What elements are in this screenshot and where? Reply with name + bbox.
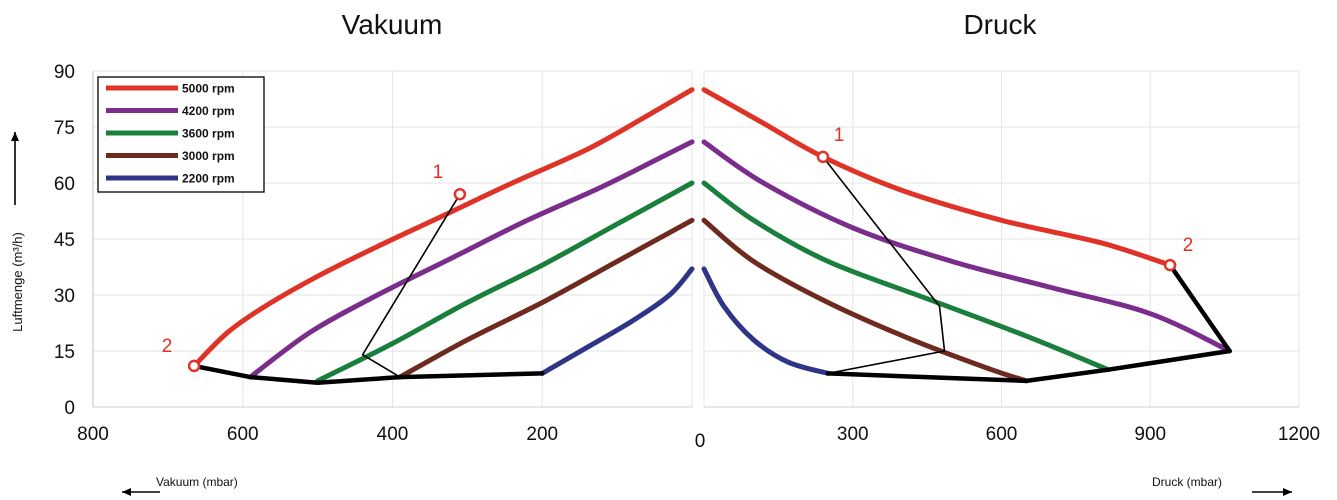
panel-title-left: Vakuum bbox=[342, 9, 443, 40]
point-markers: 1 2 1 2 bbox=[162, 125, 1194, 373]
envelope-line bbox=[825, 262, 1232, 384]
operating-point-marker bbox=[1163, 258, 1177, 272]
x-axis-arrow-left-head bbox=[122, 488, 131, 496]
x-axis-arrow-right-head bbox=[1283, 488, 1292, 496]
marker-label: 1 bbox=[433, 162, 444, 183]
series-line-4200-rpm bbox=[247, 139, 695, 380]
y-tick-label: 0 bbox=[64, 398, 75, 419]
panel-title-right: Druck bbox=[963, 9, 1037, 40]
legend: 5000 rpm 4200 rpm 3600 rpm 3000 rpm 2200 rpm bbox=[97, 76, 265, 193]
legend-label: 2200 rpm bbox=[182, 172, 235, 186]
x-axis-label-left: Vakuum (mbar) bbox=[156, 475, 238, 489]
legend-label: 4200 rpm bbox=[182, 104, 235, 118]
marker-label: 2 bbox=[1183, 235, 1194, 256]
x-tick-label: 600 bbox=[986, 424, 1018, 445]
y-tick-label: 15 bbox=[54, 342, 75, 363]
series-line-2200-rpm bbox=[539, 266, 695, 376]
y-tick-label: 45 bbox=[54, 230, 75, 251]
legend-label: 3600 rpm bbox=[182, 127, 235, 141]
legend-label: 5000 rpm bbox=[182, 82, 235, 96]
chart-labels: Vakuum Druck Luftmenge (m³/h) Vakuum (mb… bbox=[10, 9, 1222, 489]
marker-label: 1 bbox=[834, 125, 845, 146]
series-line-3600-rpm bbox=[701, 180, 1111, 373]
y-axis-label: Luftmenge (m³/h) bbox=[10, 232, 25, 332]
operating-point-marker bbox=[453, 187, 467, 201]
connector-line bbox=[822, 156, 946, 375]
series-line-5000-rpm bbox=[701, 87, 1173, 268]
y-axis-arrow-head bbox=[11, 132, 19, 141]
x-tick-label: 900 bbox=[1134, 424, 1166, 445]
x-axis-label-right: Druck (mbar) bbox=[1152, 475, 1222, 489]
x-tick-label: 400 bbox=[377, 424, 409, 445]
x-tick-label: 600 bbox=[227, 424, 259, 445]
axes: 0 15 30 45 60 75 90 800 600 400 200 0 300 600 900 1200 bbox=[11, 62, 1320, 496]
series-lines bbox=[191, 87, 1233, 385]
connector-line bbox=[361, 193, 461, 378]
series-line-4200-rpm bbox=[701, 139, 1233, 354]
x-tick-label: 0 bbox=[695, 431, 706, 452]
marker-label: 2 bbox=[162, 336, 173, 357]
series-line-3000-rpm bbox=[701, 217, 1029, 384]
series-line-3600-rpm bbox=[315, 180, 695, 384]
operating-point-marker bbox=[816, 150, 830, 164]
series-line-5000-rpm bbox=[191, 87, 695, 369]
legend-label: 3000 rpm bbox=[182, 149, 235, 163]
series-line-3000-rpm bbox=[397, 217, 695, 380]
y-tick-label: 30 bbox=[54, 286, 75, 307]
y-tick-label: 60 bbox=[54, 174, 75, 195]
y-tick-label: 75 bbox=[54, 118, 75, 139]
x-tick-label: 200 bbox=[526, 424, 558, 445]
operating-point-marker bbox=[187, 359, 201, 373]
x-tick-label: 300 bbox=[837, 424, 869, 445]
y-tick-label: 90 bbox=[54, 62, 75, 83]
x-tick-label: 800 bbox=[77, 424, 109, 445]
series-line-2200-rpm bbox=[701, 266, 831, 376]
x-tick-label: 1200 bbox=[1278, 424, 1320, 445]
envelope-line bbox=[191, 363, 545, 385]
